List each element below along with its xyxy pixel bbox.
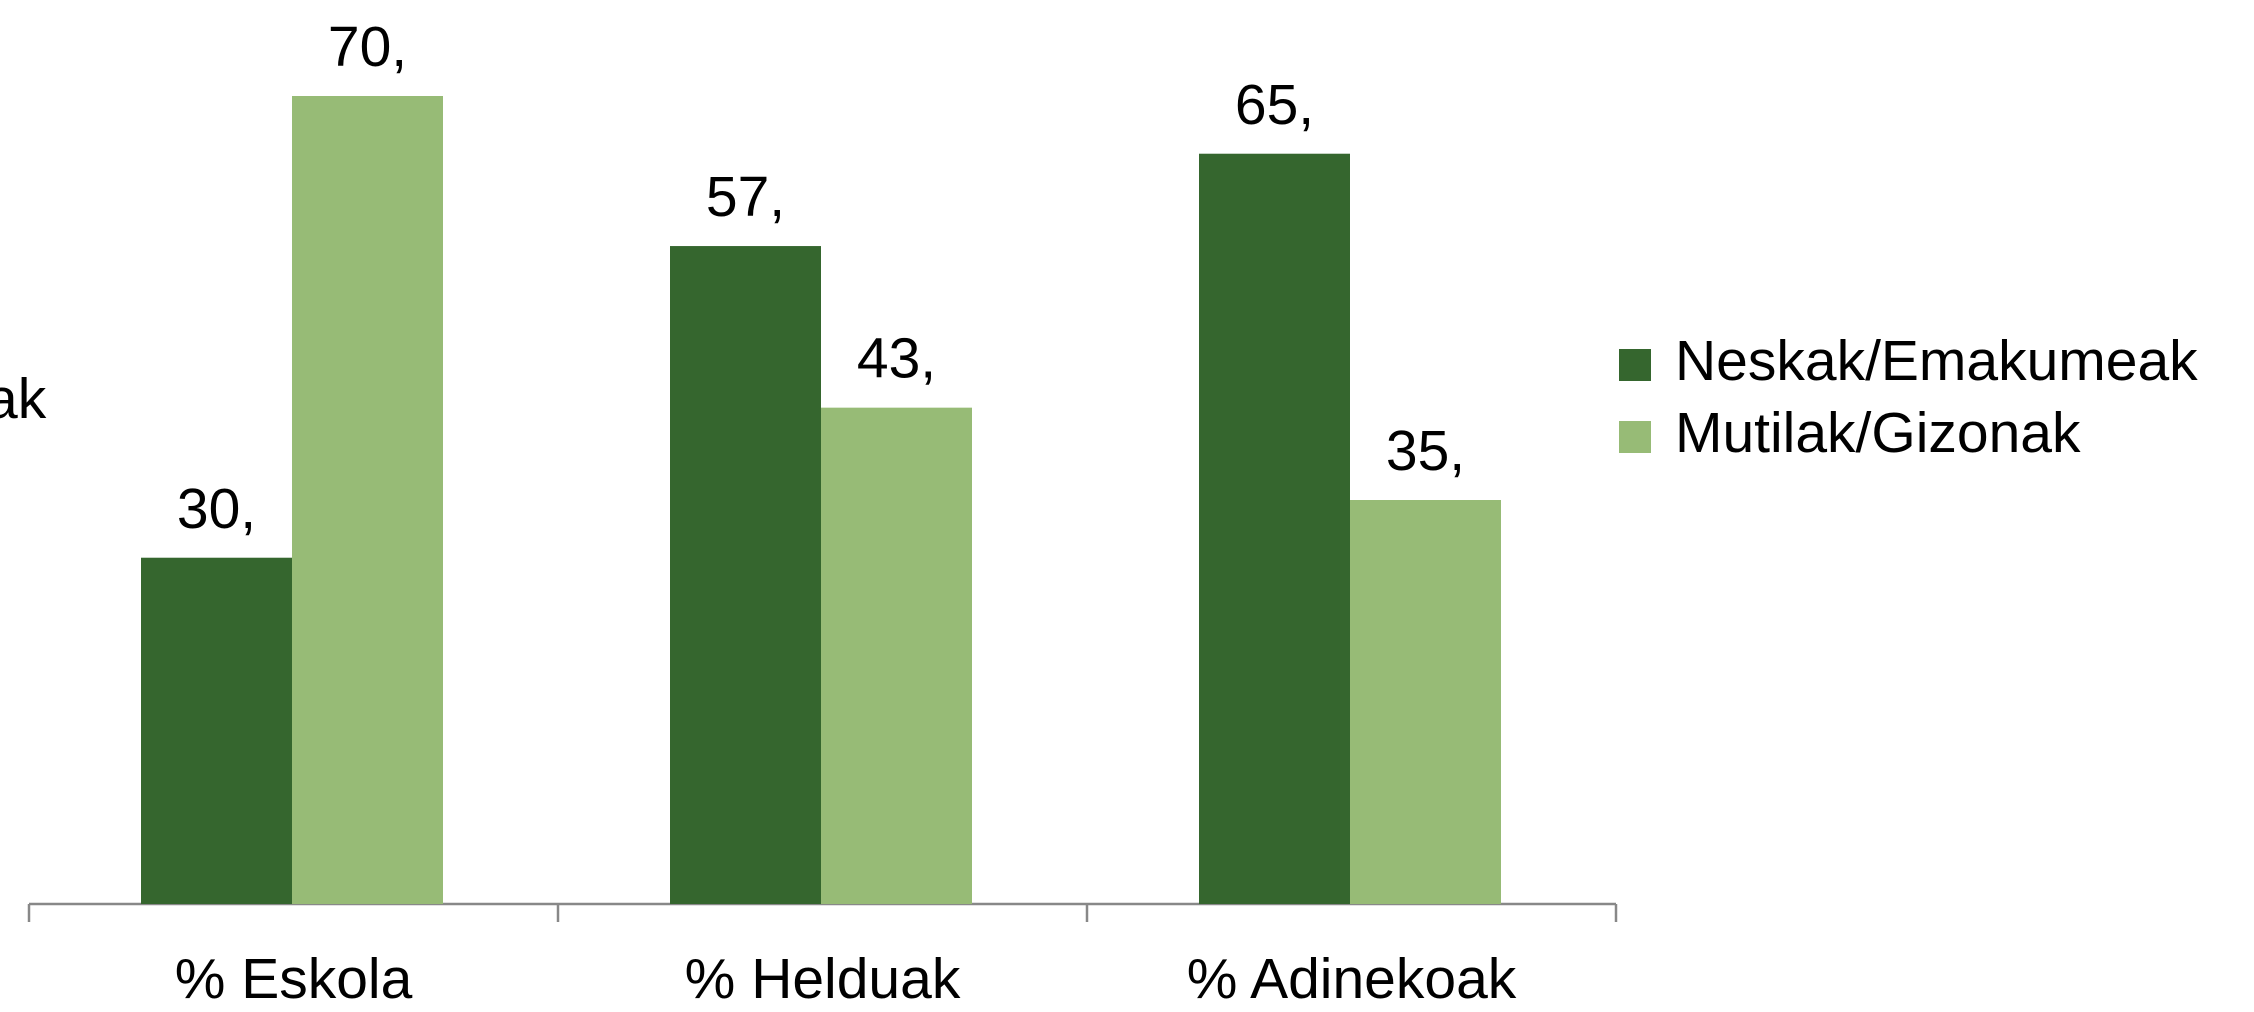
bar — [292, 96, 443, 904]
bar — [1199, 153, 1350, 904]
bar — [1350, 500, 1501, 904]
bar — [670, 246, 821, 905]
value-label: 43, — [857, 327, 936, 391]
legend-swatch — [1619, 421, 1651, 453]
x-tick-label: % Eskola — [175, 947, 413, 1011]
value-label: 65, — [1235, 73, 1314, 137]
bar — [141, 557, 292, 904]
y-axis-label: ak — [0, 367, 47, 431]
x-tick-label: % Adinekoak — [1187, 947, 1517, 1011]
value-label: 35, — [1386, 419, 1465, 483]
legend-label: Mutilak/Gizonak — [1675, 401, 2081, 465]
value-label: 30, — [177, 477, 256, 541]
value-label: 70, — [328, 15, 407, 79]
value-label: 57, — [706, 165, 785, 229]
bar — [821, 407, 972, 904]
x-tick-label: % Helduak — [685, 947, 961, 1011]
legend-swatch — [1619, 349, 1651, 381]
legend-label: Neskak/Emakumeak — [1675, 329, 2198, 393]
